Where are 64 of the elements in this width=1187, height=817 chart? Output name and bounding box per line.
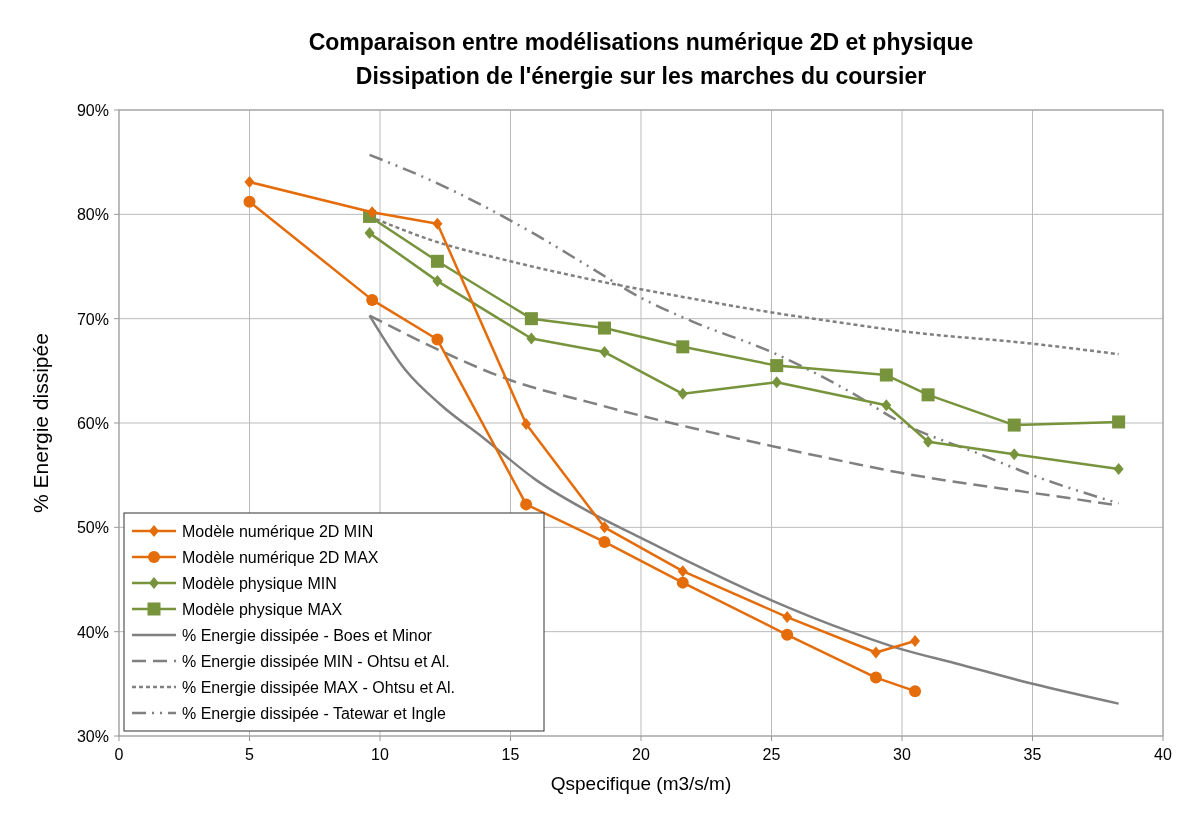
point — [771, 376, 782, 389]
y-tick-label: 50% — [76, 519, 109, 537]
point — [909, 685, 922, 698]
point — [432, 217, 443, 230]
point — [1009, 448, 1020, 461]
x-tick-label: 10 — [371, 746, 389, 763]
x-tick-label: 15 — [501, 746, 520, 763]
y-tick-label: 60% — [76, 415, 109, 432]
point — [431, 333, 444, 346]
point — [367, 206, 378, 219]
legend-label: Modèle physique MAX — [182, 601, 343, 618]
point — [782, 611, 793, 624]
x-tick-label: 30 — [893, 746, 911, 763]
legend-label: % Energie dissipée MAX - Ohtsu et Al. — [182, 679, 456, 696]
point — [521, 418, 532, 431]
point — [676, 576, 689, 589]
point — [526, 332, 537, 345]
legend-label: % Energie dissipée MIN - Ohtsu et Al. — [182, 653, 450, 670]
point — [781, 628, 794, 641]
point — [430, 254, 444, 268]
legend-label: % Energie dissipée - Tatewar et Ingle — [182, 705, 446, 722]
point — [921, 388, 935, 402]
x-tick-label: 20 — [632, 746, 650, 763]
chart-title: Comparaison entre modélisations numérique 2D et physique Dissipation de l'énergie sur les marches du coursier — [308, 29, 974, 89]
point — [910, 635, 921, 648]
point — [869, 671, 882, 684]
point — [677, 387, 688, 400]
x-tick-label: 0 — [114, 746, 124, 763]
point — [881, 399, 892, 412]
point — [432, 275, 443, 288]
point — [520, 498, 533, 511]
point — [524, 312, 538, 326]
y-tick-label: 40% — [76, 623, 109, 641]
legend-label: Modèle numérique 2D MAX — [182, 549, 379, 566]
point — [244, 175, 255, 188]
point — [770, 359, 784, 373]
legend-label: % Energie dissipée - Boes et Minor — [182, 627, 433, 644]
point — [364, 227, 375, 240]
point — [923, 435, 934, 448]
y-axis-title: % Energie dissipée — [29, 333, 52, 513]
point — [676, 340, 690, 354]
point — [870, 646, 881, 659]
point — [1113, 462, 1124, 475]
point — [677, 565, 688, 578]
y-tick-label: 70% — [76, 310, 109, 328]
point — [1112, 415, 1126, 429]
point — [599, 521, 610, 534]
y-tick-label: 30% — [76, 728, 109, 745]
point — [1007, 418, 1021, 432]
x-tick-label: 40 — [1154, 746, 1172, 763]
point — [366, 293, 379, 306]
point — [879, 368, 893, 382]
point — [597, 321, 611, 335]
x-tick-label: 25 — [762, 746, 781, 763]
legend-label: Modèle physique MIN — [182, 575, 337, 592]
x-tick-label: 5 — [245, 746, 255, 763]
x-tick-label: 35 — [1023, 746, 1042, 763]
point — [599, 346, 610, 359]
y-tick-label: 90% — [76, 102, 109, 119]
point — [598, 535, 611, 548]
legend-label: Modèle numérique 2D MIN — [182, 523, 374, 540]
x-axis-title: Qspecifique (m3/s/m) — [550, 773, 732, 794]
y-tick-label: 80% — [76, 206, 109, 224]
point — [243, 195, 256, 208]
